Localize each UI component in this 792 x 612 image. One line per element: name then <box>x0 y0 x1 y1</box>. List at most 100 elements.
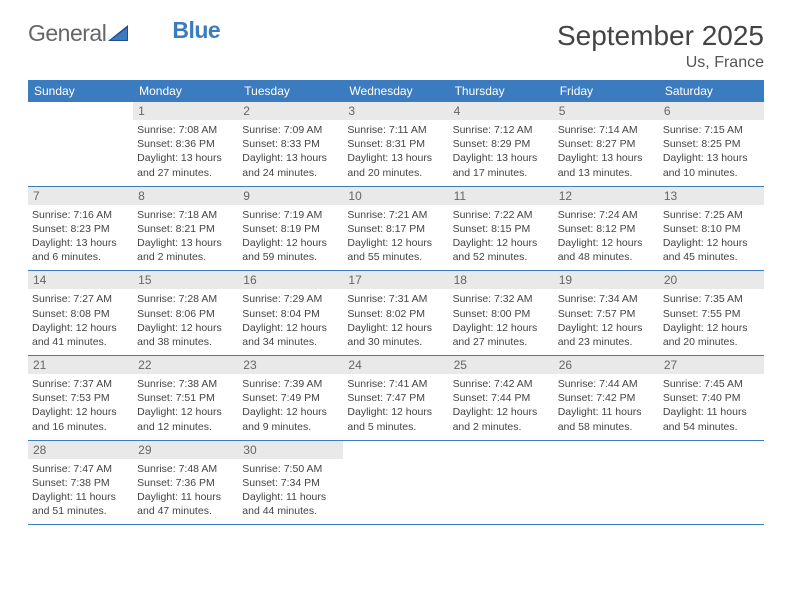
day-number: 28 <box>28 441 133 459</box>
daylight2-text: and 59 minutes. <box>242 250 339 264</box>
daylight2-text: and 52 minutes. <box>453 250 550 264</box>
sunset-text: Sunset: 8:06 PM <box>137 307 234 321</box>
daylight1-text: Daylight: 13 hours <box>137 151 234 165</box>
day-number: 15 <box>133 271 238 289</box>
sunrise-text: Sunrise: 7:19 AM <box>242 208 339 222</box>
calendar-day-cell: 28Sunrise: 7:47 AMSunset: 7:38 PMDayligh… <box>28 440 133 525</box>
sunset-text: Sunset: 7:57 PM <box>558 307 655 321</box>
weekday-header: Wednesday <box>343 80 448 102</box>
calendar-day-cell: 14Sunrise: 7:27 AMSunset: 8:08 PMDayligh… <box>28 271 133 356</box>
calendar-day-cell <box>28 102 133 186</box>
daylight2-text: and 20 minutes. <box>347 166 444 180</box>
sunset-text: Sunset: 7:53 PM <box>32 391 129 405</box>
calendar-body: 1Sunrise: 7:08 AMSunset: 8:36 PMDaylight… <box>28 102 764 525</box>
sunset-text: Sunset: 7:42 PM <box>558 391 655 405</box>
day-number: 19 <box>554 271 659 289</box>
sunrise-text: Sunrise: 7:48 AM <box>137 462 234 476</box>
daylight1-text: Daylight: 13 hours <box>453 151 550 165</box>
daylight1-text: Daylight: 12 hours <box>453 321 550 335</box>
day-number: 27 <box>659 356 764 374</box>
calendar-day-cell: 11Sunrise: 7:22 AMSunset: 8:15 PMDayligh… <box>449 186 554 271</box>
calendar-week-row: 1Sunrise: 7:08 AMSunset: 8:36 PMDaylight… <box>28 102 764 186</box>
calendar-day-cell: 29Sunrise: 7:48 AMSunset: 7:36 PMDayligh… <box>133 440 238 525</box>
sunrise-text: Sunrise: 7:27 AM <box>32 292 129 306</box>
daylight2-text: and 41 minutes. <box>32 335 129 349</box>
day-number: 26 <box>554 356 659 374</box>
day-number: 17 <box>343 271 448 289</box>
sunset-text: Sunset: 8:25 PM <box>663 137 760 151</box>
day-number: 18 <box>449 271 554 289</box>
daylight1-text: Daylight: 12 hours <box>137 405 234 419</box>
calendar-day-cell: 22Sunrise: 7:38 AMSunset: 7:51 PMDayligh… <box>133 356 238 441</box>
day-number: 10 <box>343 187 448 205</box>
daylight2-text: and 27 minutes. <box>453 335 550 349</box>
sunrise-text: Sunrise: 7:32 AM <box>453 292 550 306</box>
sunset-text: Sunset: 8:15 PM <box>453 222 550 236</box>
sunrise-text: Sunrise: 7:14 AM <box>558 123 655 137</box>
calendar-day-cell: 30Sunrise: 7:50 AMSunset: 7:34 PMDayligh… <box>238 440 343 525</box>
sunset-text: Sunset: 7:55 PM <box>663 307 760 321</box>
calendar-head: SundayMondayTuesdayWednesdayThursdayFrid… <box>28 80 764 102</box>
calendar-day-cell <box>554 440 659 525</box>
day-number: 21 <box>28 356 133 374</box>
sunset-text: Sunset: 7:38 PM <box>32 476 129 490</box>
sunset-text: Sunset: 8:10 PM <box>663 222 760 236</box>
sunset-text: Sunset: 8:21 PM <box>137 222 234 236</box>
sunset-text: Sunset: 8:00 PM <box>453 307 550 321</box>
calendar-day-cell <box>449 440 554 525</box>
sunset-text: Sunset: 7:34 PM <box>242 476 339 490</box>
calendar-day-cell: 16Sunrise: 7:29 AMSunset: 8:04 PMDayligh… <box>238 271 343 356</box>
daylight1-text: Daylight: 12 hours <box>242 321 339 335</box>
daylight1-text: Daylight: 13 hours <box>137 236 234 250</box>
sunset-text: Sunset: 7:47 PM <box>347 391 444 405</box>
sunset-text: Sunset: 7:36 PM <box>137 476 234 490</box>
day-number: 30 <box>238 441 343 459</box>
daylight1-text: Daylight: 11 hours <box>663 405 760 419</box>
sunset-text: Sunset: 8:08 PM <box>32 307 129 321</box>
calendar-week-row: 21Sunrise: 7:37 AMSunset: 7:53 PMDayligh… <box>28 356 764 441</box>
calendar-day-cell: 24 Sunrise: 7:41 AMSunset: 7:47 PMDayligh… <box>343 356 448 441</box>
weekday-row: SundayMondayTuesdayWednesdayThursdayFrid… <box>28 80 764 102</box>
logo-triangle-icon <box>108 25 130 43</box>
calendar-day-cell <box>343 440 448 525</box>
daylight1-text: Daylight: 12 hours <box>663 321 760 335</box>
day-number: 29 <box>133 441 238 459</box>
daylight2-text: and 34 minutes. <box>242 335 339 349</box>
calendar-day-cell: 6Sunrise: 7:15 AMSunset: 8:25 PMDaylight… <box>659 102 764 186</box>
weekday-header: Thursday <box>449 80 554 102</box>
daylight2-text: and 45 minutes. <box>663 250 760 264</box>
sunrise-text: Sunrise: 7:09 AM <box>242 123 339 137</box>
calendar-week-row: 14 Sunrise: 7:27 AMSunset: 8:08 PM Dayligh… <box>28 271 764 356</box>
daylight2-text: and 27 minutes. <box>137 166 234 180</box>
calendar-day-cell: 8Sunrise: 7:18 AMSunset: 8:21 PMDaylight… <box>133 186 238 271</box>
logo: General Blue <box>28 20 220 47</box>
sunrise-text: Sunrise: 7:45 AM <box>663 377 760 391</box>
sunset-text: Sunset: 8:12 PM <box>558 222 655 236</box>
sunrise-text: Sunrise: 7:21 AM <box>347 208 444 222</box>
day-number: 24 <box>343 356 448 374</box>
daylight1-text: Daylight: 12 hours <box>663 236 760 250</box>
calendar-day-cell: 7Sunrise: 7:16 AMSunset: 8:23 PMDaylight… <box>28 186 133 271</box>
sunrise-text: Sunrise: 7:50 AM <box>242 462 339 476</box>
sunrise-text: Sunrise: 7:25 AM <box>663 208 760 222</box>
month-title: September 2025 <box>557 20 764 52</box>
weekday-header: Tuesday <box>238 80 343 102</box>
daylight2-text: and 58 minutes. <box>558 420 655 434</box>
sunrise-text: Sunrise: 7:24 AM <box>558 208 655 222</box>
daylight1-text: Daylight: 12 hours <box>558 321 655 335</box>
calendar-day-cell: 27Sunrise: 7:45 AMSunset: 7:40 PMDayligh… <box>659 356 764 441</box>
weekday-header: Saturday <box>659 80 764 102</box>
sunrise-text: Sunrise: 7:29 AM <box>242 292 339 306</box>
daylight1-text: Daylight: 12 hours <box>347 405 444 419</box>
sunset-text: Sunset: 8:23 PM <box>32 222 129 236</box>
calendar-day-cell: 23Sunrise: 7:39 AMSunset: 7:49 PMDayligh… <box>238 356 343 441</box>
calendar-day-cell: 10Sunrise: 7:21 AMSunset: 8:17 PMDayligh… <box>343 186 448 271</box>
sunrise-text: Sunrise: 7:41 AM <box>347 377 444 391</box>
day-number: 16 <box>238 271 343 289</box>
calendar-day-cell: 3Sunrise: 7:11 AMSunset: 8:31 PMDaylight… <box>343 102 448 186</box>
sunrise-text: Sunrise: 7:22 AM <box>453 208 550 222</box>
sunset-text: Sunset: 8:33 PM <box>242 137 339 151</box>
day-number: 23 <box>238 356 343 374</box>
day-number: 14 <box>28 271 133 289</box>
sunrise-text: Sunrise: 7:47 AM <box>32 462 129 476</box>
